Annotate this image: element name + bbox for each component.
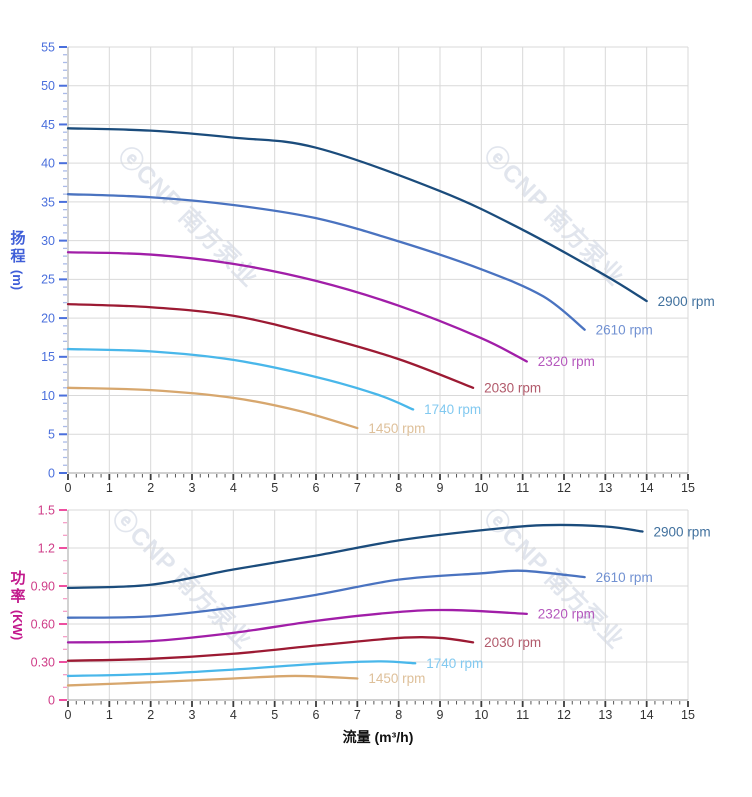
series-label-1740-rpm: 1740 rpm <box>424 402 481 417</box>
y-axis-title-power-unit: (KW) <box>10 609 26 641</box>
x-tick-label: 12 <box>557 481 571 495</box>
x-tick-label: 2 <box>147 708 154 722</box>
x-tick-label: 9 <box>437 481 444 495</box>
series-curve-2030-rpm <box>66 302 475 389</box>
x-tick-label: 6 <box>313 481 320 495</box>
x-tick-label: 0 <box>65 708 72 722</box>
x-tick-label: 1 <box>106 481 113 495</box>
x-tick-label: 4 <box>230 481 237 495</box>
x-tick-label: 3 <box>189 708 196 722</box>
y-tick-label: 5 <box>48 428 55 442</box>
series-curve-1450-rpm <box>66 386 359 430</box>
series-label-1450-rpm: 1450 rpm <box>368 421 425 436</box>
series-curve-2900-rpm <box>66 523 644 590</box>
x-tick-label: 6 <box>313 708 320 722</box>
series-curve-2900-rpm <box>66 127 648 303</box>
y-tick-label: 45 <box>41 118 55 132</box>
y-tick-label: 0 <box>48 466 55 480</box>
power-curve-group: 00.300.600.901.21.50 1 2 3 4 5 6 7 8 9 10 11 12 13 14 1… <box>31 503 711 722</box>
y-tick-label: 50 <box>41 79 55 93</box>
series-label-2030-rpm: 2030 rpm <box>484 381 541 396</box>
y-axis-title-power: 功率 (KW) <box>7 570 27 640</box>
y-tick-label: 0 <box>48 693 55 707</box>
x-tick-label: 5 <box>271 481 278 495</box>
x-tick-label: 12 <box>557 708 571 722</box>
y-tick-label: 0.30 <box>31 655 55 669</box>
y-tick-label: 30 <box>41 234 55 248</box>
x-tick-label: 8 <box>395 481 402 495</box>
x-tick-label: 15 <box>681 481 695 495</box>
series-curve-1740-rpm <box>66 660 417 678</box>
series-curve-2320-rpm <box>66 608 528 644</box>
series-label-2610-rpm: 2610 rpm <box>596 570 653 585</box>
y-tick-label: 0.60 <box>31 617 55 631</box>
x-axis-title-flow: 流量 (m³/h) <box>342 729 414 745</box>
x-tick-label: 0 <box>65 481 72 495</box>
series-curve-1450-rpm <box>66 674 359 687</box>
series-curve-2030-rpm <box>66 636 475 662</box>
y-tick-label: 1.2 <box>38 541 55 555</box>
x-tick-label: 15 <box>681 708 695 722</box>
x-tick-label: 9 <box>437 708 444 722</box>
series-label-2320-rpm: 2320 rpm <box>538 607 595 622</box>
x-tick-label: 10 <box>474 708 488 722</box>
series-label-2610-rpm: 2610 rpm <box>596 322 653 337</box>
series-curve-1740-rpm <box>66 347 415 411</box>
x-tick-label: 13 <box>598 708 612 722</box>
y-tick-label: 0.90 <box>31 579 55 593</box>
series-curve-2610-rpm <box>66 193 586 331</box>
y-tick-label: 40 <box>41 157 55 171</box>
y-axis-title-power-text: 功率 <box>8 569 26 606</box>
series-label-1450-rpm: 1450 rpm <box>368 671 425 686</box>
x-tick-label: 5 <box>271 708 278 722</box>
series-label-2900-rpm: 2900 rpm <box>658 294 715 309</box>
x-tick-label: 4 <box>230 708 237 722</box>
x-tick-label: 10 <box>474 481 488 495</box>
y-axis-title-head-text: 扬程 <box>8 229 26 266</box>
x-tick-label: 11 <box>516 708 529 722</box>
x-tick-label: 7 <box>354 708 361 722</box>
y-tick-label: 10 <box>41 389 55 403</box>
x-tick-label: 1 <box>106 708 113 722</box>
x-tick-label: 13 <box>598 481 612 495</box>
series-curve-2320-rpm <box>66 251 528 363</box>
x-tick-label: 3 <box>189 481 196 495</box>
x-tick-label: 14 <box>640 708 654 722</box>
y-axis-title-head-unit: (m) <box>10 269 26 291</box>
x-tick-label: 11 <box>516 481 529 495</box>
y-tick-label: 1.5 <box>38 503 55 517</box>
series-label-2030-rpm: 2030 rpm <box>484 635 541 650</box>
y-tick-label: 25 <box>41 273 55 287</box>
y-axis-title-head: 扬程 (m) <box>7 230 27 290</box>
x-tick-label: 14 <box>640 481 654 495</box>
series-curve-2610-rpm <box>66 569 586 619</box>
x-tick-label: 7 <box>354 481 361 495</box>
series-label-1740-rpm: 1740 rpm <box>426 656 483 671</box>
y-tick-label: 15 <box>41 350 55 364</box>
x-tick-label: 8 <box>395 708 402 722</box>
y-tick-label: 55 <box>41 40 55 54</box>
y-tick-label: 35 <box>41 195 55 209</box>
series-label-2320-rpm: 2320 rpm <box>538 354 595 369</box>
y-tick-label: 20 <box>41 311 55 325</box>
series-label-2900-rpm: 2900 rpm <box>654 524 711 539</box>
x-tick-label: 2 <box>147 481 154 495</box>
